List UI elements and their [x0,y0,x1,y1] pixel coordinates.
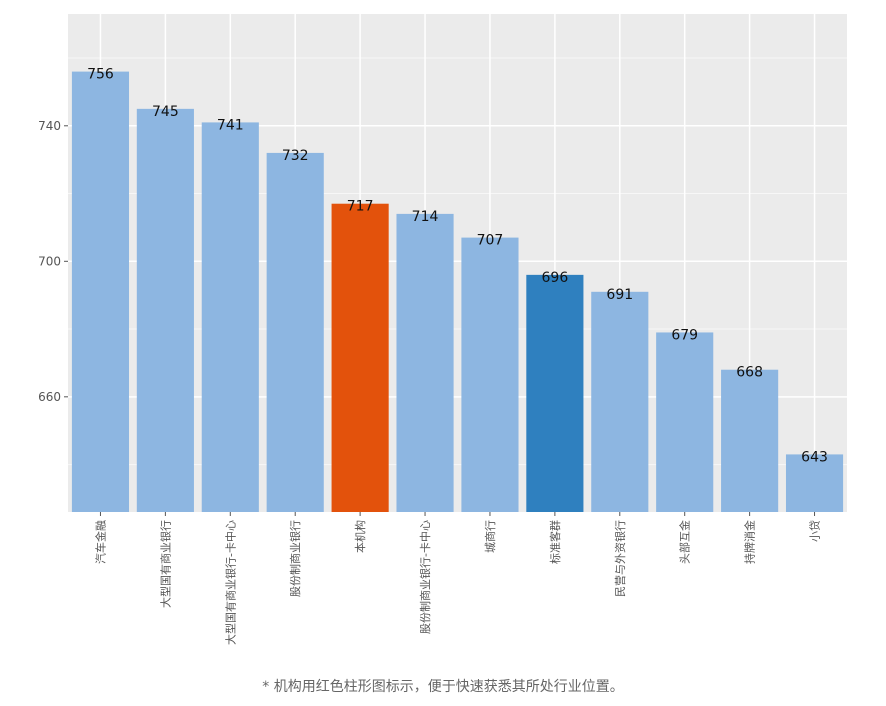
bar-value-label: 717 [347,199,374,215]
x-tick-label: 股份制商业银行 [288,520,302,597]
bar [136,108,194,512]
bar-value-label: 756 [87,67,114,83]
bar [721,369,779,512]
x-tick-label: 本机构 [353,520,367,553]
bar-value-label: 668 [736,365,763,381]
bar [331,203,389,512]
chart-footnote: * 机构用红色柱形图标示，便于快速获悉其所处行业位置。 [262,679,624,695]
bar [396,213,454,512]
x-tick-label: 大型国有商业银行 [158,520,172,608]
x-tick-label: 大型国有商业银行-卡中心 [223,520,237,645]
bar-value-label: 707 [477,233,504,249]
bar-value-label: 643 [801,449,828,465]
bar [266,152,324,513]
y-tick-label: 740 [38,119,61,133]
bar-value-label: 679 [671,327,698,343]
x-tick-label: 股份制商业银行-卡中心 [418,520,432,634]
bar [461,237,519,512]
bar [591,291,649,512]
bar-value-label: 691 [606,287,633,303]
x-tick-label: 汽车金融 [93,520,107,564]
bar [656,332,714,512]
bar-value-label: 714 [412,209,439,225]
x-tick-label: 标准客群 [548,520,562,564]
bar-value-label: 745 [152,104,179,120]
bar-chart: 660 700 740 756 汽车金融 745 大型国有商业银行 741 大型国有商业银行-卡… [38,14,847,645]
bar-value-label: 732 [282,148,309,164]
chart-svg: 660 700 740 756 汽车金融 745 大型国有商业银行 741 大型国有商业银行-卡… [38,14,847,645]
x-tick-label: 小贷 [808,520,822,542]
bar [71,71,130,513]
bar [526,274,584,512]
bar [201,122,259,512]
y-tick-label: 660 [38,390,61,404]
x-tick-label: 头部互金 [678,520,692,564]
x-tick-label: 持牌消金 [743,520,757,564]
bar [785,454,844,512]
bar-value-label: 741 [217,117,244,133]
bar-value-label: 696 [542,270,569,286]
x-tick-label: 城商行 [483,520,497,553]
y-tick-label: 700 [38,254,61,268]
plot-panel [68,14,847,512]
x-tick-label: 民营与外资银行 [613,520,627,597]
